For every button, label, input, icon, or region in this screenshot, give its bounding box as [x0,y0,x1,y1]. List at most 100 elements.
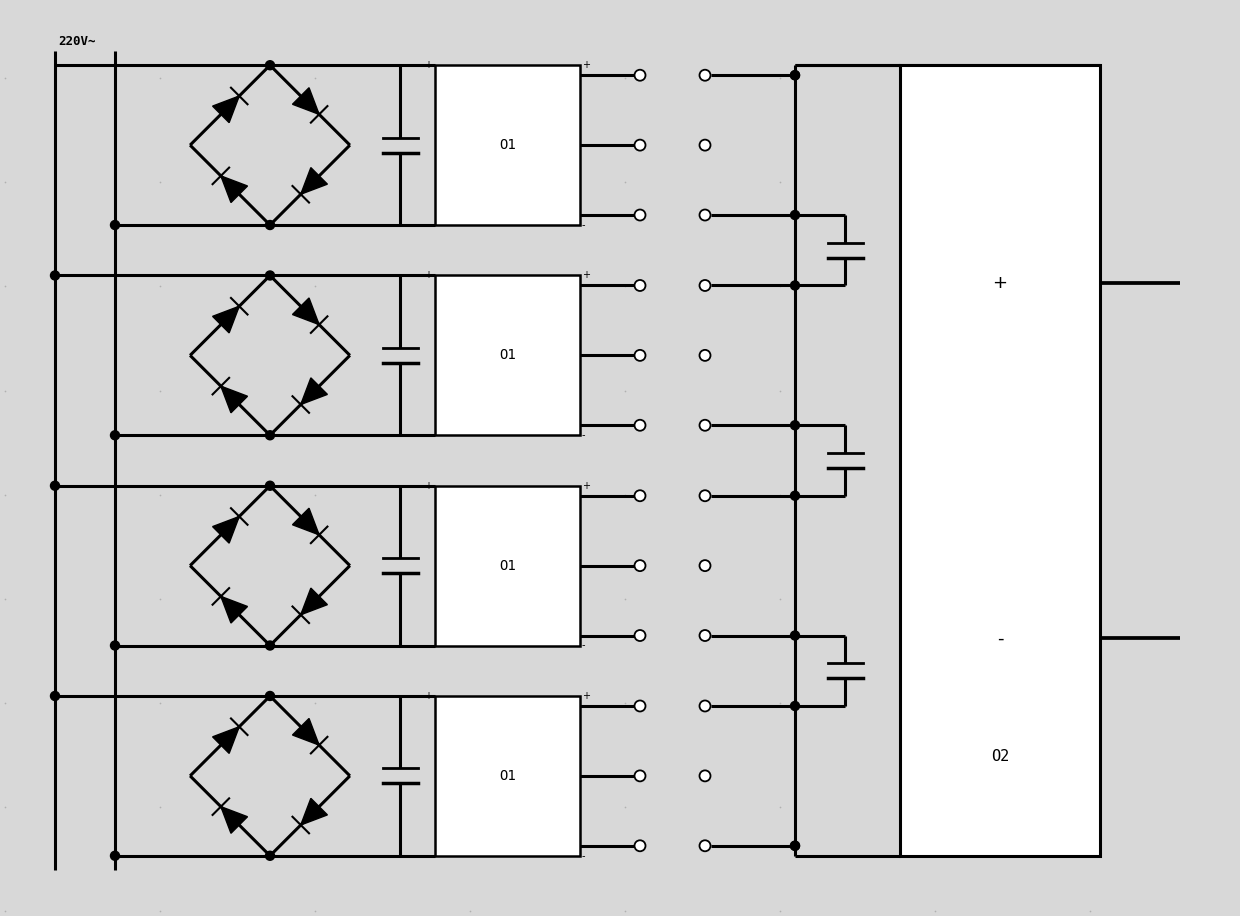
Point [615,71,635,85]
Circle shape [635,560,646,571]
Point [615,279,635,294]
Point [1080,487,1100,502]
Point [305,279,325,294]
Circle shape [791,491,800,500]
Point [305,175,325,190]
Point [460,279,480,294]
Text: 220V~: 220V~ [58,35,95,48]
Point [460,800,480,814]
Circle shape [51,271,60,280]
Circle shape [699,420,711,431]
Text: +: + [582,60,590,71]
Text: O1: O1 [500,348,516,363]
Circle shape [791,841,800,850]
Circle shape [265,271,274,280]
Point [615,175,635,190]
Point [1080,175,1100,190]
Point [150,175,170,190]
Circle shape [791,420,800,430]
Circle shape [265,221,274,230]
Point [925,71,945,85]
Circle shape [791,841,800,850]
Point [460,175,480,190]
Text: -: - [429,431,432,441]
Point [305,904,325,916]
Point [770,695,790,710]
Text: +: + [992,274,1007,291]
Point [150,71,170,85]
Circle shape [791,211,800,220]
Point [150,800,170,814]
Polygon shape [301,378,327,405]
Point [925,487,945,502]
Point [0,695,15,710]
Circle shape [635,840,646,851]
Point [150,383,170,398]
Point [0,71,15,85]
Circle shape [635,630,646,641]
Circle shape [110,431,119,440]
Bar [435,485,580,646]
Point [615,695,635,710]
Point [0,279,15,294]
Point [770,487,790,502]
Polygon shape [221,807,248,834]
Polygon shape [301,799,327,825]
Text: -: - [429,220,432,230]
Text: -: - [429,851,432,861]
Point [925,695,945,710]
Point [460,904,480,916]
Point [150,279,170,294]
Point [1080,71,1100,85]
Point [460,592,480,606]
Circle shape [635,350,646,361]
Polygon shape [293,508,319,535]
Point [460,487,480,502]
Point [615,383,635,398]
Polygon shape [293,718,319,745]
Point [925,383,945,398]
Polygon shape [293,298,319,324]
Circle shape [699,280,711,291]
Circle shape [791,71,800,80]
Polygon shape [212,517,239,543]
Polygon shape [212,306,239,333]
Bar [900,65,1100,856]
Point [615,800,635,814]
Point [1080,383,1100,398]
Circle shape [110,221,119,230]
Circle shape [699,630,711,641]
Point [0,592,15,606]
Circle shape [635,70,646,81]
Text: -: - [582,220,585,230]
Circle shape [635,280,646,291]
Circle shape [791,71,800,80]
Point [770,904,790,916]
Point [150,904,170,916]
Point [150,695,170,710]
Point [460,71,480,85]
Polygon shape [221,176,248,202]
Point [615,487,635,502]
Point [925,904,945,916]
Circle shape [699,210,711,221]
Point [770,800,790,814]
Text: O1: O1 [500,138,516,152]
Point [0,383,15,398]
Point [305,592,325,606]
Circle shape [699,770,711,781]
Point [460,695,480,710]
Polygon shape [293,88,319,114]
Point [615,592,635,606]
Circle shape [791,281,800,290]
Point [925,175,945,190]
Circle shape [635,210,646,221]
Circle shape [51,692,60,701]
Circle shape [791,702,800,711]
Text: +: + [582,691,590,701]
Text: -: - [429,640,432,650]
Point [305,695,325,710]
Point [615,904,635,916]
Text: O1: O1 [500,559,516,572]
Circle shape [635,420,646,431]
